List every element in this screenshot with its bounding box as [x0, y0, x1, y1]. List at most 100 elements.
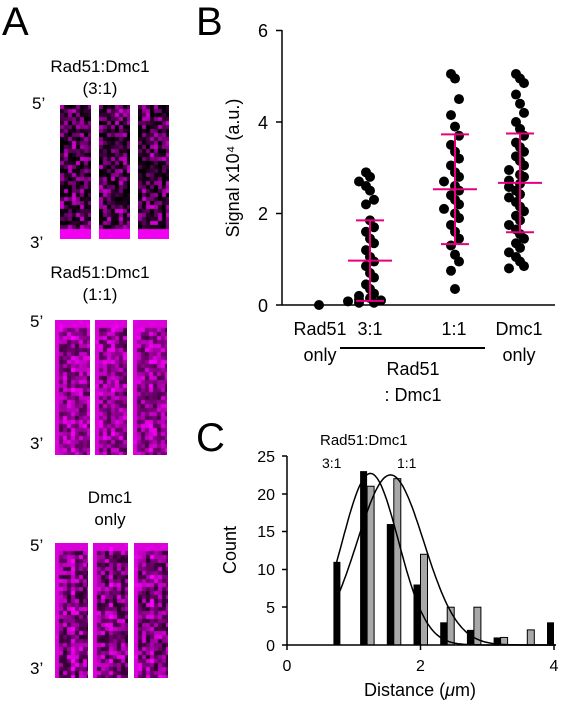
c-bar-1-1-4: [446, 606, 455, 646]
b-point-3-14: [519, 160, 529, 171]
b-xlabel-dmc1-line2: only: [502, 345, 536, 365]
b-point-2-24: [446, 240, 456, 251]
b-point-3-25: [515, 201, 525, 212]
b-point-3-3: [511, 89, 521, 100]
group3-kymo-strip-2: [92, 542, 129, 679]
b-point-1-8: [369, 222, 379, 233]
b-point-2-16: [450, 194, 460, 205]
b-point-1-25: [343, 296, 353, 307]
b-point-1-11: [369, 238, 379, 249]
b-point-3-34: [515, 242, 525, 253]
b-point-3-39: [504, 263, 514, 274]
c-y-tick-label-10: 10: [257, 562, 275, 579]
c-bar-3-1-6: [493, 637, 501, 645]
b-point-2-8: [454, 153, 464, 164]
b-point-3-2: [519, 78, 529, 89]
b-point-1-22: [365, 293, 375, 304]
c-x-axis-label: Distance (μm): [364, 680, 476, 700]
b-point-1-2: [354, 176, 364, 187]
b-point-1-3: [361, 181, 371, 192]
b-point-2-21: [446, 219, 456, 230]
b-xlabel-group-line1: Rad51: [386, 359, 440, 379]
c-y-tick-label-5: 5: [266, 600, 275, 617]
c-bar-1-1-2: [393, 478, 402, 646]
b-point-1-1: [365, 171, 375, 182]
group2-title-line2: (1:1): [82, 285, 118, 304]
panel-c-letter: C: [196, 416, 225, 460]
b-point-3-16: [515, 169, 525, 180]
b-point-3-10: [515, 142, 525, 153]
group3-bottom-label: 3’: [30, 659, 44, 678]
b-point-3-17: [519, 171, 529, 182]
b-point-3-26: [519, 206, 529, 217]
b-point-2-2: [454, 94, 464, 105]
b-point-2-12: [439, 176, 449, 187]
c-bar-1-1-5: [473, 606, 482, 646]
b-point-3-24: [511, 197, 521, 208]
b-point-2-11: [454, 171, 464, 182]
b-point-2-20: [454, 213, 464, 224]
c-bar-1-1-3: [420, 553, 428, 646]
b-point-1-14: [369, 256, 379, 267]
c-legend-3-1: 3:1: [322, 455, 342, 471]
b-point-1-27: [354, 297, 364, 308]
group1-top-label: 5’: [32, 94, 46, 113]
b-point-3-27: [511, 210, 521, 221]
b-point-2-4: [450, 121, 460, 132]
b-point-3-9: [511, 137, 521, 148]
c-bar-3-1-2: [386, 524, 394, 645]
b-point-3-32: [519, 233, 529, 244]
c-bar-3-1-1: [360, 471, 368, 645]
c-bar-1-1-6: [500, 636, 509, 646]
group3-title-line1: Dmc1: [87, 488, 133, 507]
group2-title-line1: Rad51:Dmc1: [50, 263, 150, 282]
b-point-1-9: [361, 226, 371, 237]
b-point-2-0: [446, 68, 456, 79]
b-point-2-14: [454, 185, 464, 196]
b-point-1-4: [365, 185, 375, 196]
b-point-3-6: [511, 117, 521, 127]
b-point-3-33: [511, 238, 521, 249]
b-point-3-13: [515, 155, 525, 166]
c-legend-1-1: 1:1: [397, 455, 417, 471]
b-point-2-9: [446, 160, 456, 171]
c-bar-3-1-0: [333, 561, 341, 645]
b-point-1-12: [361, 245, 371, 256]
group3-top-label: 5’: [30, 536, 44, 555]
b-point-3-21: [511, 185, 521, 196]
b-point-2-7: [450, 146, 460, 157]
b-xlabel-ratio-3-1: 3:1: [357, 319, 383, 339]
b-point-3-12: [511, 151, 521, 162]
b-point-2-18: [439, 203, 449, 214]
group2-bottom-label: 3’: [30, 434, 44, 453]
b-point-3-35: [504, 247, 514, 258]
b-point-3-30: [511, 224, 521, 235]
b-point-3-29: [504, 219, 514, 230]
b-point-2-22: [450, 226, 460, 237]
b-xlabel-ratio-1-1: 1:1: [441, 319, 467, 339]
b-point-3-28: [515, 215, 525, 226]
c-bar-3-1-5: [466, 629, 474, 645]
b-point-3-4: [515, 98, 525, 109]
b-point-3-15: [504, 165, 514, 176]
b-point-1-26: [369, 297, 379, 308]
group2-kymo-strip-2: [94, 319, 128, 456]
b-point-2-3: [446, 110, 456, 121]
b-point-1-23: [354, 294, 364, 305]
b-point-1-19: [365, 283, 375, 294]
b-point-1-15: [361, 261, 371, 272]
b-point-1-7: [365, 215, 375, 226]
b-point-2-25: [450, 249, 460, 260]
b-point-3-19: [515, 178, 525, 189]
b-point-3-18: [504, 175, 514, 186]
b-point-3-8: [519, 130, 529, 141]
b-xlabel-dmc1-line1: Dmc1: [495, 319, 543, 339]
b-y-tick-label-0: 0: [258, 296, 268, 316]
group2-top-label: 5’: [30, 312, 44, 331]
group2-kymo-strip-3: [132, 319, 168, 456]
b-point-2-28: [450, 283, 460, 294]
b-xlabel-group-line2: : Dmc1: [384, 385, 442, 405]
b-point-0-0: [314, 300, 324, 310]
group1-bottom-label: 3’: [30, 233, 44, 252]
group1-title-line2: (3:1): [82, 79, 118, 98]
